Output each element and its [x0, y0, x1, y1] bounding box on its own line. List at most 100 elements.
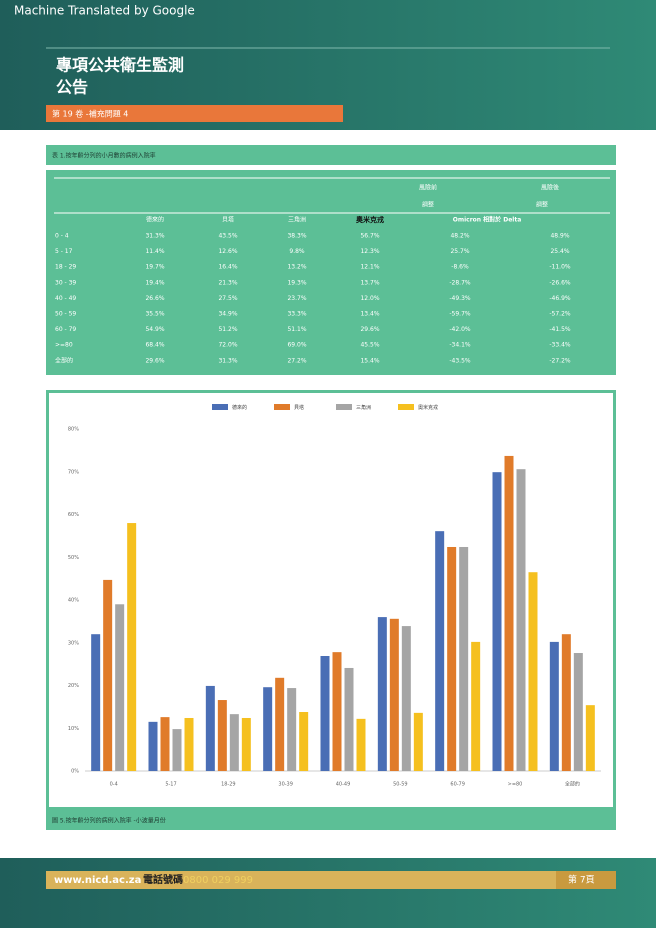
- footer-bg: [0, 858, 656, 928]
- bar: [241, 717, 251, 771]
- bar: [549, 641, 559, 771]
- table-cell: -46.9%: [549, 295, 571, 302]
- table-column: 貝塔: [222, 216, 234, 224]
- table-cell: 12.3%: [360, 248, 379, 255]
- table-cell: 38.3%: [287, 233, 306, 240]
- table-cell: 12.6%: [218, 248, 237, 255]
- table-header: 調整: [536, 201, 548, 209]
- bar: [320, 656, 330, 771]
- legend-label: 德來的: [232, 404, 247, 411]
- table-cell: -49.3%: [449, 295, 471, 302]
- table-cell: 9.8%: [289, 248, 305, 255]
- bar: [160, 717, 170, 771]
- legend-swatch: [274, 404, 290, 410]
- legend-swatch: [212, 404, 228, 410]
- table-header: 風險後: [541, 184, 559, 192]
- table-cell: 0 - 4: [55, 233, 69, 240]
- bar: [115, 604, 125, 771]
- y-tick-label: 10%: [68, 726, 79, 732]
- table-cell: 29.6%: [145, 357, 164, 364]
- bar: [332, 652, 342, 771]
- table-cell: -42.0%: [449, 326, 471, 333]
- issue: 第 19 卷 -補充問題 4: [52, 109, 128, 119]
- website: www.nicd.ac.za: [54, 875, 141, 886]
- page-box: [556, 871, 616, 889]
- bar: [561, 634, 571, 771]
- table-cell: 60 - 79: [55, 326, 76, 333]
- table-cell: 27.2%: [287, 357, 306, 364]
- table-cell: 34.9%: [218, 311, 237, 318]
- table-cell: -33.4%: [549, 342, 571, 349]
- bar: [377, 617, 387, 771]
- table-cell: 29.6%: [360, 326, 379, 333]
- table-cell: 13.7%: [360, 279, 379, 286]
- bar: [459, 546, 469, 771]
- table-cell: 56.7%: [360, 233, 379, 240]
- table-cell: 13.4%: [360, 311, 379, 318]
- x-tick-label: 18-29: [221, 782, 236, 788]
- table-column: Omicron 相對於 Delta: [453, 216, 522, 224]
- table-cell: 21.3%: [218, 279, 237, 286]
- table-cell: 31.3%: [218, 357, 237, 364]
- subtitle: 公告: [56, 78, 88, 97]
- bar: [389, 618, 399, 771]
- bar: [103, 579, 113, 771]
- title: 專項公共衛生監測: [56, 56, 184, 75]
- bar: [205, 685, 215, 771]
- issue-bar: [46, 105, 343, 122]
- table-cell: 30 - 39: [55, 279, 76, 286]
- table-header: 調整: [422, 201, 434, 209]
- phone-label: 電話號碼: [143, 873, 183, 886]
- bar: [184, 717, 194, 771]
- x-tick-label: 5-17: [165, 782, 176, 788]
- bar: [573, 653, 583, 771]
- table-cell: 43.5%: [218, 233, 237, 240]
- x-tick-label: 50-59: [393, 782, 408, 788]
- bar: [148, 721, 158, 771]
- y-tick-label: 0%: [71, 769, 79, 775]
- table-bg: [46, 170, 616, 375]
- bar: [263, 687, 273, 771]
- bar: [413, 712, 423, 771]
- table-column: 德來的: [146, 216, 164, 224]
- watermark: Machine Translated by Google: [14, 4, 195, 18]
- table-cell: >=80: [55, 342, 73, 349]
- legend-label: 三角洲: [356, 404, 371, 411]
- y-tick-label: 40%: [68, 598, 79, 604]
- legend-label: 貝塔: [294, 404, 304, 411]
- table-cell: -59.7%: [449, 311, 471, 318]
- table-column: 三角洲: [288, 216, 306, 224]
- table-cell: 16.4%: [218, 264, 237, 271]
- table-cell: -28.7%: [449, 279, 471, 286]
- y-tick-label: 30%: [68, 640, 79, 646]
- table-cell: 69.0%: [287, 342, 306, 349]
- table-cell: 54.9%: [145, 326, 164, 333]
- bar: [471, 641, 481, 771]
- table-cell: 全部的: [55, 356, 73, 364]
- table-header: 風險前: [419, 184, 437, 192]
- table-caption: 表 1.按年齡分列的小月數的病例入院率: [52, 152, 156, 160]
- table-cell: 72.0%: [218, 342, 237, 349]
- bar: [356, 718, 366, 771]
- table-cell: -34.1%: [449, 342, 471, 349]
- table-cell: 23.7%: [287, 295, 306, 302]
- table-cell: 51.2%: [218, 326, 237, 333]
- bar: [504, 455, 514, 771]
- x-tick-label: >=80: [508, 782, 523, 788]
- bar: [447, 546, 457, 771]
- bar: [528, 572, 538, 771]
- phone: 0800 029 999: [183, 875, 253, 886]
- table-cell: 50 - 59: [55, 311, 76, 318]
- bar: [435, 531, 445, 771]
- x-tick-label: 30-39: [278, 782, 293, 788]
- bar: [229, 714, 239, 771]
- x-tick-label: 0-4: [110, 782, 118, 788]
- table-cell: 33.3%: [287, 311, 306, 318]
- chart-caption: 圖 5.按年齡分列的病例入院率 -小波量月份: [52, 817, 166, 825]
- bar: [585, 705, 595, 771]
- table-cell: 19.4%: [145, 279, 164, 286]
- x-tick-label: 40-49: [336, 782, 351, 788]
- bar: [217, 700, 227, 771]
- bar: [492, 472, 502, 771]
- table-cell: -26.6%: [549, 279, 571, 286]
